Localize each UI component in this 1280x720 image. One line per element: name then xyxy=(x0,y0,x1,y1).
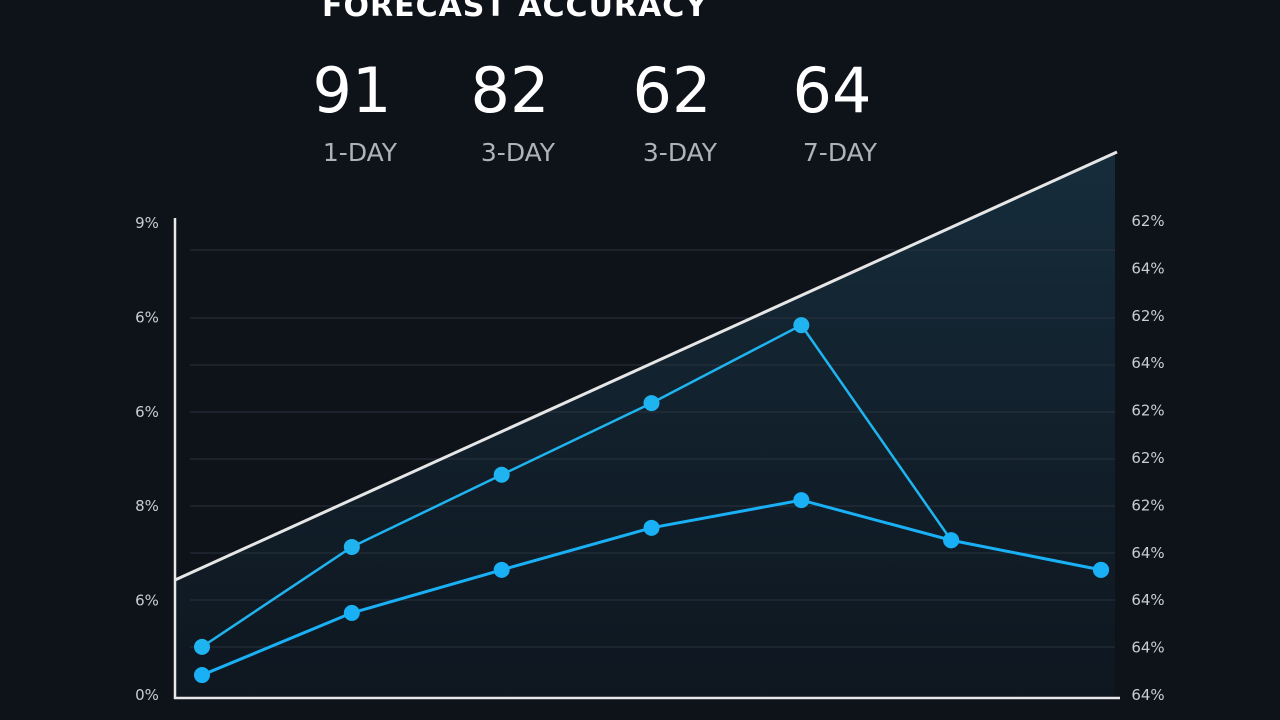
point xyxy=(194,638,210,655)
point xyxy=(493,561,510,578)
left-label: 8% xyxy=(135,497,159,515)
right-label: 64% xyxy=(1131,591,1164,609)
point xyxy=(493,466,510,483)
right-label: 62% xyxy=(1131,496,1164,514)
point xyxy=(793,317,810,334)
stat-label: 1-DAY xyxy=(323,138,398,167)
point xyxy=(343,538,360,555)
trend-line xyxy=(174,150,1118,582)
area xyxy=(175,152,1115,698)
left-label: 6% xyxy=(135,403,159,421)
right-label: 64% xyxy=(1131,639,1164,657)
right-label: 62% xyxy=(1131,212,1164,230)
right-label: 64% xyxy=(1131,544,1164,562)
right-label: 64% xyxy=(1131,354,1164,372)
right-label: 62% xyxy=(1131,402,1164,420)
point xyxy=(1093,561,1109,578)
left-label: 9% xyxy=(135,214,159,232)
point xyxy=(643,519,660,536)
point xyxy=(194,667,210,684)
point xyxy=(643,395,660,412)
right-label: 64% xyxy=(1131,686,1164,704)
stat-value: 91 xyxy=(313,54,392,127)
point xyxy=(943,532,960,549)
left-label: 0% xyxy=(135,686,159,704)
left-label: 6% xyxy=(135,308,159,326)
right-label: 62% xyxy=(1131,449,1164,467)
stat-label: 7-DAY xyxy=(803,138,878,167)
title: FORECAST ACCURACY xyxy=(322,0,708,24)
stat-value: 82 xyxy=(471,54,550,127)
stat-value: 62 xyxy=(633,54,712,127)
point xyxy=(793,492,810,509)
left-label: 6% xyxy=(135,592,159,610)
stat-label: 3-DAY xyxy=(643,138,718,167)
stat-label: 3-DAY xyxy=(481,138,556,167)
right-label: 64% xyxy=(1131,259,1164,277)
point xyxy=(343,604,360,621)
right-label: 62% xyxy=(1131,307,1164,325)
stat-value: 64 xyxy=(793,54,872,127)
